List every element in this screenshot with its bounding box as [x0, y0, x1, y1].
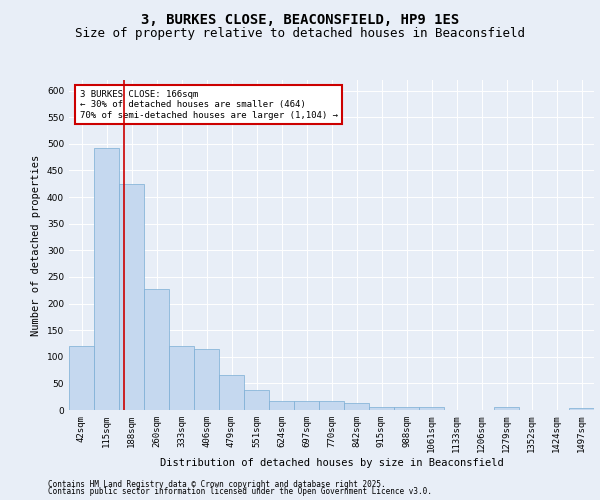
Bar	[319, 401, 344, 410]
Bar	[94, 148, 119, 410]
Text: Size of property relative to detached houses in Beaconsfield: Size of property relative to detached ho…	[75, 28, 525, 40]
Text: Contains HM Land Registry data © Crown copyright and database right 2025.: Contains HM Land Registry data © Crown c…	[48, 480, 386, 489]
Bar	[369, 408, 394, 410]
Bar	[69, 346, 94, 410]
Bar	[244, 390, 269, 410]
Bar	[194, 349, 219, 410]
Text: 3, BURKES CLOSE, BEACONSFIELD, HP9 1ES: 3, BURKES CLOSE, BEACONSFIELD, HP9 1ES	[141, 12, 459, 26]
X-axis label: Distribution of detached houses by size in Beaconsfield: Distribution of detached houses by size …	[160, 458, 503, 468]
Bar	[169, 346, 194, 410]
Text: Contains public sector information licensed under the Open Government Licence v3: Contains public sector information licen…	[48, 487, 432, 496]
Text: 3 BURKES CLOSE: 166sqm
← 30% of detached houses are smaller (464)
70% of semi-de: 3 BURKES CLOSE: 166sqm ← 30% of detached…	[79, 90, 337, 120]
Bar	[419, 408, 444, 410]
Bar	[144, 288, 169, 410]
Bar	[294, 401, 319, 410]
Bar	[119, 184, 144, 410]
Bar	[344, 402, 369, 410]
Bar	[569, 408, 594, 410]
Y-axis label: Number of detached properties: Number of detached properties	[31, 154, 41, 336]
Bar	[219, 376, 244, 410]
Bar	[269, 401, 294, 410]
Bar	[494, 408, 519, 410]
Bar	[394, 408, 419, 410]
